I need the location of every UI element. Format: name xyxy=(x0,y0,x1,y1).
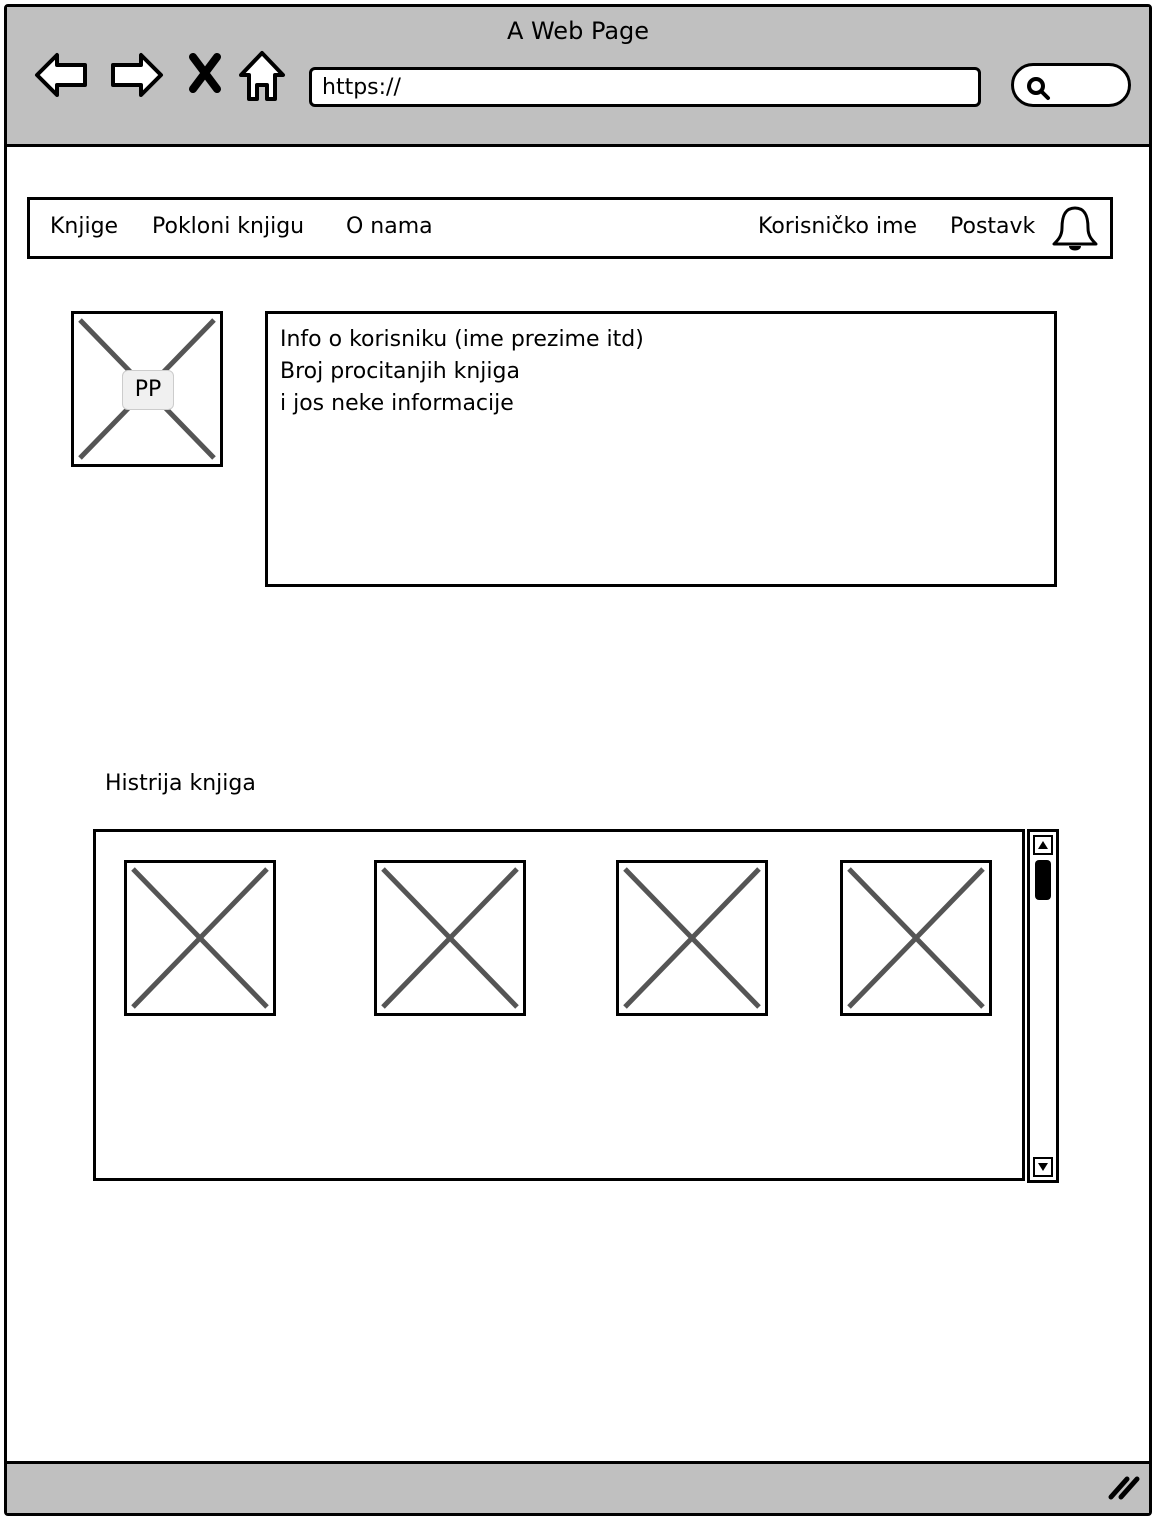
nav-item-settings[interactable]: Postavk xyxy=(950,214,1036,239)
window-title: A Web Page xyxy=(506,17,650,45)
scroll-down-button[interactable] xyxy=(1033,1157,1053,1177)
browser-window: A Web Page https:// xyxy=(4,4,1152,1516)
triangle-down-icon xyxy=(1038,1163,1048,1171)
forward-arrow-icon[interactable] xyxy=(107,47,165,107)
nav-item-username[interactable]: Korisničko ime xyxy=(758,214,918,239)
top-navigation: Knjige Pokloni knjigu O nama Korisničko … xyxy=(27,197,1113,259)
search-box[interactable] xyxy=(1011,63,1131,107)
search-icon xyxy=(1027,77,1050,100)
book-cover-placeholder[interactable] xyxy=(124,860,276,1016)
nav-item-pokloni-knjigu[interactable]: Pokloni knjigu xyxy=(152,214,305,239)
book-history-panel xyxy=(93,829,1025,1181)
close-x-icon[interactable] xyxy=(187,53,223,97)
books-read-line: Broj procitanjih knjiga xyxy=(280,359,520,384)
nav-item-o-nama[interactable]: O nama xyxy=(346,214,433,239)
user-info-box: Info o korisniku (ime prezime itd) Broj … xyxy=(265,311,1057,587)
book-cover-placeholder[interactable] xyxy=(840,860,992,1016)
scroll-thumb[interactable] xyxy=(1035,860,1051,900)
bell-icon[interactable] xyxy=(1050,204,1100,260)
history-scrollbar[interactable] xyxy=(1027,829,1059,1183)
user-info-line: Info o korisniku (ime prezime itd) xyxy=(280,327,644,352)
profile-picture-label: PP xyxy=(122,370,174,410)
book-cover-placeholder[interactable] xyxy=(616,860,768,1016)
resize-grip-icon[interactable] xyxy=(1107,1471,1141,1505)
url-text: https:// xyxy=(322,75,401,100)
nav-item-knjige[interactable]: Knjige xyxy=(50,214,119,239)
history-title: Histrija knjiga xyxy=(105,771,256,796)
back-arrow-icon[interactable] xyxy=(33,47,91,107)
browser-titlebar: A Web Page https:// xyxy=(7,7,1149,147)
triangle-up-icon xyxy=(1038,841,1048,849)
book-cover-placeholder[interactable] xyxy=(374,860,526,1016)
scroll-up-button[interactable] xyxy=(1033,835,1053,855)
more-info-line: i jos neke informacije xyxy=(280,391,514,416)
url-input[interactable]: https:// xyxy=(309,67,981,107)
profile-picture[interactable]: PP xyxy=(71,311,223,467)
browser-statusbar xyxy=(7,1461,1149,1513)
home-icon[interactable] xyxy=(237,47,287,109)
